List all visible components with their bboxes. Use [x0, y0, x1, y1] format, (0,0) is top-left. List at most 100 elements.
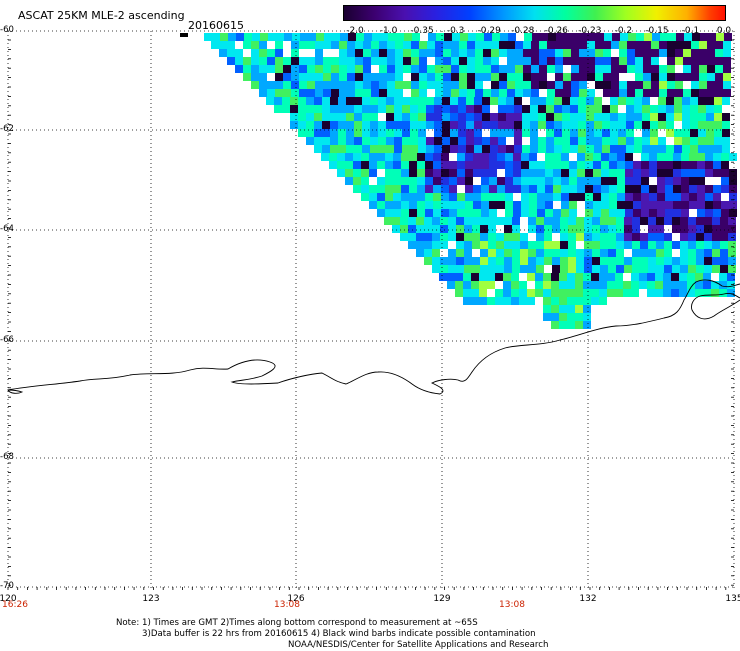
data-cell	[674, 129, 682, 137]
data-cell	[449, 209, 457, 217]
data-cell	[689, 201, 697, 209]
data-cell	[434, 145, 442, 153]
data-cell	[480, 217, 488, 225]
data-cell	[259, 81, 267, 89]
data-cell	[531, 65, 539, 73]
data-cell	[371, 81, 379, 89]
data-cell	[411, 81, 419, 89]
data-cell	[696, 233, 704, 241]
data-cell	[551, 321, 559, 329]
data-cell	[697, 201, 705, 209]
data-cell	[724, 33, 732, 41]
data-cell	[408, 217, 416, 225]
data-cell	[714, 113, 722, 121]
data-cell	[449, 185, 457, 193]
data-cell	[567, 313, 575, 321]
data-cell	[434, 137, 442, 145]
data-cell	[696, 217, 704, 225]
data-cell	[531, 81, 539, 89]
data-cell	[291, 73, 299, 81]
data-cell	[290, 97, 298, 105]
data-cell	[657, 185, 665, 193]
data-cell	[611, 81, 619, 89]
data-cell	[355, 73, 363, 81]
data-cell	[298, 105, 306, 113]
data-cell	[692, 33, 700, 41]
data-cell	[300, 33, 308, 41]
data-cell	[723, 57, 731, 65]
data-cell	[361, 169, 369, 177]
data-cell	[505, 201, 513, 209]
data-cell	[561, 201, 569, 209]
data-cell	[570, 97, 578, 105]
data-cell	[687, 273, 695, 281]
data-cell	[506, 121, 514, 129]
data-cell	[699, 81, 707, 89]
data-cell	[424, 217, 432, 225]
data-cell	[527, 289, 535, 297]
note-line-1: Note: 1) Times are GMT 2)Times along bot…	[116, 618, 478, 628]
data-cell	[418, 137, 426, 145]
data-cell	[520, 257, 528, 265]
data-cell	[543, 273, 551, 281]
data-cell	[447, 273, 455, 281]
data-cell	[658, 137, 666, 145]
data-cell	[705, 209, 713, 217]
data-cell	[706, 145, 714, 153]
data-cell	[642, 129, 650, 137]
data-cell	[394, 113, 402, 121]
colorbar-label: -0.3	[446, 26, 465, 36]
data-cell	[363, 81, 371, 89]
data-cell	[700, 33, 708, 41]
data-cell	[459, 89, 467, 97]
data-cell	[441, 201, 449, 209]
data-cell	[586, 121, 594, 129]
data-cell	[633, 193, 641, 201]
data-cell	[450, 97, 458, 105]
data-cell	[673, 209, 681, 217]
data-cell	[491, 49, 499, 57]
data-cell	[648, 265, 656, 273]
data-cell	[507, 57, 515, 65]
data-cell	[713, 193, 721, 201]
data-cell	[656, 257, 664, 265]
data-cell	[465, 209, 473, 217]
data-cell	[433, 209, 441, 217]
data-cell	[487, 297, 495, 305]
data-cell	[684, 33, 692, 41]
data-cell	[625, 177, 633, 185]
data-cell	[711, 281, 719, 289]
data-cell	[683, 89, 691, 97]
data-cell	[609, 169, 617, 177]
latitude-label: -70	[0, 581, 14, 591]
data-cell	[481, 169, 489, 177]
data-cell	[719, 273, 727, 281]
data-cell	[308, 33, 316, 41]
data-cell	[480, 241, 488, 249]
data-cell	[416, 217, 424, 225]
data-cell	[648, 249, 656, 257]
data-cell	[527, 297, 535, 305]
data-cell	[579, 49, 587, 57]
data-cell	[442, 137, 450, 145]
data-cell	[712, 265, 720, 273]
data-cell	[298, 129, 306, 137]
data-cell	[617, 161, 625, 169]
data-cell	[561, 185, 569, 193]
data-cell	[688, 257, 696, 265]
data-cell	[385, 193, 393, 201]
data-cell	[291, 41, 299, 49]
data-cell	[567, 297, 575, 305]
data-cell	[419, 49, 427, 57]
data-cell	[314, 121, 322, 129]
data-cell	[441, 193, 449, 201]
data-cell	[529, 201, 537, 209]
data-cell	[706, 105, 714, 113]
data-cell	[306, 97, 314, 105]
data-cell	[683, 65, 691, 73]
data-cell	[498, 97, 506, 105]
data-cell	[712, 225, 720, 233]
data-cell	[419, 65, 427, 73]
data-cell	[673, 185, 681, 193]
